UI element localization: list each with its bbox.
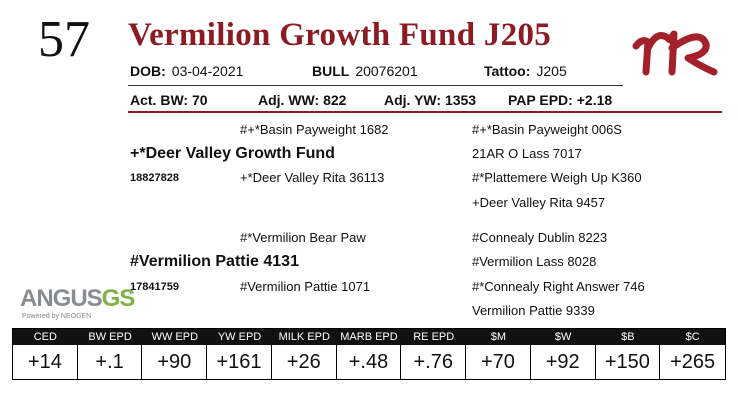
epd-value: +70 bbox=[466, 345, 531, 379]
angus-logo: ANGUSGS bbox=[20, 285, 135, 312]
ancestor: Vermilion Pattie 9339 bbox=[472, 303, 595, 318]
epd-value: +92 bbox=[531, 345, 596, 379]
rule bbox=[128, 111, 722, 113]
epd-value: +.1 bbox=[78, 345, 143, 379]
epd-value: +150 bbox=[596, 345, 661, 379]
ancestor: +Deer Valley Rita 9457 bbox=[472, 195, 606, 210]
epd-header: $B bbox=[595, 329, 661, 345]
epd-header: YW EPD bbox=[207, 329, 272, 345]
ancestor: #*Vermilion Bear Paw bbox=[240, 230, 366, 245]
detail: DOB: 03-04-2021 bbox=[130, 63, 244, 79]
epd-header: CED bbox=[13, 329, 78, 345]
epd-table: CED BW EPD WW EPD YW EPD MILK EPD MARB EPD RE … bbox=[12, 328, 726, 380]
registration: 17841759 bbox=[130, 281, 179, 293]
performance: Adj. WW: 822 bbox=[258, 92, 347, 108]
epd-header: MARB EPD bbox=[336, 329, 402, 345]
epd-header: $M bbox=[466, 329, 531, 345]
performance: PAP EPD: +2.18 bbox=[508, 92, 613, 108]
sire: +*Deer Valley Growth Fund bbox=[130, 145, 335, 162]
epd-header: RE EPD bbox=[401, 329, 467, 345]
epd-header: $W bbox=[530, 329, 596, 345]
ancestor: #+*Basin Payweight 1682 bbox=[240, 122, 389, 137]
epd-value: +14 bbox=[13, 345, 78, 379]
epd-value: +90 bbox=[142, 345, 208, 379]
epd-value: +.76 bbox=[401, 345, 467, 379]
epd-header: $C bbox=[660, 329, 725, 345]
animal-name: Vermilion Growth Fund J205 bbox=[128, 17, 552, 53]
epd-value: +.48 bbox=[337, 345, 402, 379]
ancestor: 21AR O Lass 7017 bbox=[472, 146, 582, 161]
epd-value: +161 bbox=[207, 345, 272, 379]
ancestor: #*Connealy Right Answer 746 bbox=[472, 279, 645, 294]
detail: Tattoo: J205 bbox=[484, 63, 567, 79]
brand-mark bbox=[632, 30, 718, 76]
epd-header: WW EPD bbox=[142, 329, 208, 345]
lot-number: 57 bbox=[38, 11, 90, 68]
ancestor: #Vermilion Lass 8028 bbox=[472, 254, 597, 269]
ancestor: #*Plattemere Weigh Up K360 bbox=[472, 170, 642, 185]
ancestor: #Connealy Dublin 8223 bbox=[472, 230, 608, 245]
ancestor: #Vermilion Pattie 1071 bbox=[240, 279, 371, 294]
epd-header: BW EPD bbox=[77, 329, 143, 345]
registration: 18827828 bbox=[130, 172, 179, 184]
detail: BULL 20076201 bbox=[312, 63, 418, 79]
ancestor: #+*Basin Payweight 006S bbox=[472, 122, 622, 137]
epd-value: +26 bbox=[272, 345, 337, 379]
dam: #Vermilion Pattie 4131 bbox=[130, 253, 299, 270]
epd-value: +265 bbox=[670, 351, 716, 373]
performance: Adj. YW: 1353 bbox=[384, 92, 477, 108]
epd-header: MILK EPD bbox=[271, 329, 337, 345]
rule bbox=[128, 85, 623, 86]
ancestor: +*Deer Valley Rita 36113 bbox=[240, 170, 385, 185]
logo-tagline: Powered by NEOGEN bbox=[22, 313, 92, 320]
performance: Act. BW: 70 bbox=[130, 92, 208, 108]
